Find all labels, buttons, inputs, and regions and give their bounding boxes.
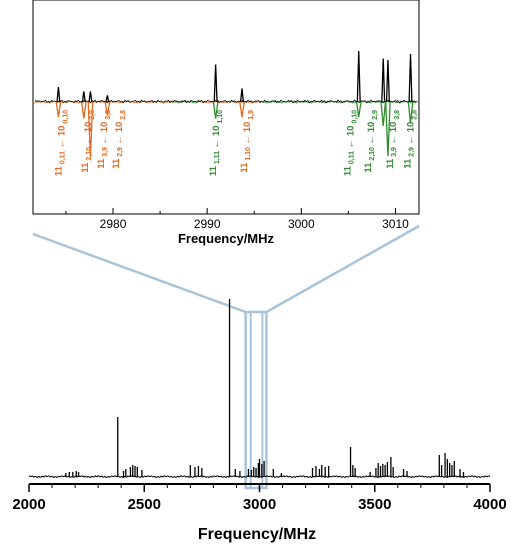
transition-label-part: 11 [239,162,250,173]
inset-x-axis: 2980 2990 3000 3010 [65,208,409,231]
inset-x-axis-label: Frequency/MHz [178,231,275,246]
transition-label-subscript: 0,10 [62,110,69,126]
transition-label: 11 1,10 ← 10 1,9 [239,110,255,173]
main-tick-label: 3500 [358,496,391,513]
transition-label-part: ← 10 [211,126,222,151]
transition-label-part: ← 10 [345,126,356,151]
transition-label: 11 0,11 ← 10 0,10 [53,110,69,176]
experimental-peak [381,58,386,103]
transition-label-subscript: 3,8 [394,110,401,122]
zoom-box [244,310,268,490]
simulated-peak [55,101,62,118]
experimental-peak [356,50,361,103]
transition-label: 11 2,10 ← 10 2,9 [80,110,96,173]
transition-label-part: ← 10 [366,122,377,147]
experimental-peak [81,91,86,103]
transition-label-part: ← 10 [406,122,417,147]
transition-label-subscript: 1,9 [248,110,255,122]
simulated-peak [239,101,245,118]
main-x-axis-label: Frequency/MHz [198,526,316,543]
main-spectrum [28,299,491,479]
transition-label-part: ← 10 [56,126,67,151]
inset-baseline-experimental [34,99,417,104]
main-baseline [28,475,491,479]
transition-label-subscript: 2,10 [86,147,93,163]
main-tick-label: 2000 [12,496,45,513]
transition-label-subscript: 2,9 [372,110,379,122]
simulated-peak [87,101,94,158]
transition-label-part: 11 [80,162,91,173]
transition-label-subscript: 2,9 [409,147,416,159]
transition-label-part: 11 [403,158,414,169]
experimental-peak [88,91,93,103]
transition-label-part: 11 [53,165,64,176]
main-x-axis: 2000 2500 3000 3500 4000 [12,483,507,513]
simulated-peak [212,101,219,119]
transition-label: 11 2,9 ← 10 2,8 [111,110,127,169]
main-tick-label: 3000 [243,496,276,513]
inset-tick-label: 3000 [288,217,315,231]
transition-label-subscript: 0,11 [348,151,355,166]
inset-tick-label: 3010 [382,217,409,231]
transition-label-subscript: 2,8 [120,110,127,122]
transition-label-subscript: 3,9 [391,147,398,159]
transition-label: 11 0,11 ← 10 0,10 [342,110,358,176]
transition-label-part: 11 [96,158,107,169]
transition-label-subscript: 2,8 [412,110,419,122]
zoom-region-group [32,224,420,490]
transition-label: 11 2,10 ← 10 2,9 [363,110,379,173]
transition-label: 11 3,9 ← 10 3,8 [385,110,401,169]
experimental-peak [56,86,61,103]
transition-label-subscript: 1,10 [245,147,252,163]
transition-label-part: ← 10 [83,122,94,147]
simulated-peak [385,101,391,157]
transition-label-subscript: 3,8 [105,110,112,122]
experimental-peak [105,95,110,103]
transition-label-subscript: 3,9 [102,147,109,159]
transition-label-part: ← 10 [114,122,125,147]
inset-tick-label: 2980 [100,217,127,231]
transition-label-subscript: 1,11 [214,151,221,166]
inset-baseline [174,100,202,104]
simulated-peak [80,101,87,119]
inset-tick-label: 2990 [194,217,221,231]
transition-label-part: ← 10 [242,122,253,147]
experimental-peak [408,53,413,103]
transition-label-part: 11 [363,162,374,173]
transition-label-subscript: 2,9 [117,147,124,159]
transition-label-part: 11 [342,165,353,176]
transition-label-part: 11 [385,158,396,169]
inset-frame [32,0,420,215]
transition-label-subscript: 2,10 [369,147,376,163]
experimental-peak [385,59,390,103]
simulated-peak [355,101,362,118]
simulated-peak [407,101,414,124]
inset-baseline [334,100,419,104]
inset-spectrum [32,50,419,158]
simulated-peak [104,101,111,116]
transition-label-part: ← 10 [99,122,110,147]
transition-label-part: 11 [208,165,219,176]
experimental-peak [239,88,245,103]
transition-label-subscript: 0,10 [351,110,358,126]
zoom-connector-right [265,224,420,314]
transition-label: 11 2,9 ← 10 2,8 [403,110,419,169]
simulated-peak [380,101,387,127]
transition-label-part: 11 [111,158,122,169]
transition-label-part: ← 10 [388,122,399,147]
transition-label: 11 1,11 ← 10 1,10 [208,110,224,176]
main-tick-label: 2500 [128,496,161,513]
main-panel: 2000 2500 3000 3500 4000 Frequency/MHz [12,299,507,543]
transition-label-subscript: 2,9 [89,110,96,122]
main-tick-label: 4000 [473,496,506,513]
transition-label-subscript: 0,11 [59,151,66,166]
transition-label: 11 3,9 ← 10 3,8 [96,110,112,169]
experimental-peak [213,64,218,103]
transition-label-subscript: 1,10 [217,110,224,126]
zoom-connector-left [32,232,247,314]
